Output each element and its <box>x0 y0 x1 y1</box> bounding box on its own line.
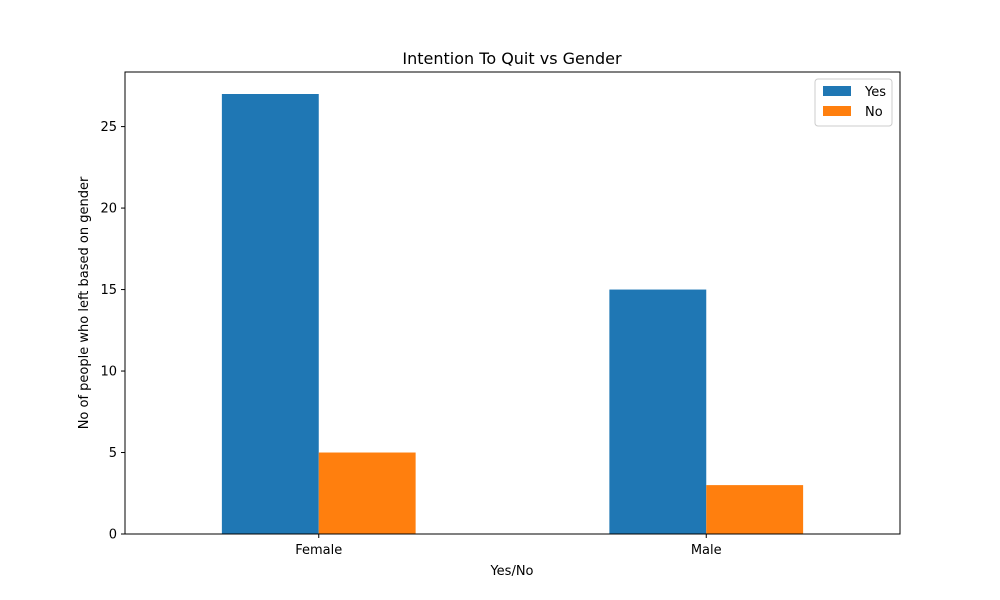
bars-layer <box>221 94 804 534</box>
y-tick-label: 25 <box>100 120 117 135</box>
legend: Yes No <box>814 78 893 127</box>
y-tick-label: 20 <box>100 202 117 217</box>
x-tick-label: Female <box>295 543 342 558</box>
bar-yes-female <box>221 94 319 534</box>
y-tick-label: 15 <box>100 283 117 298</box>
legend-label-yes: Yes <box>864 85 886 100</box>
bar-no-male <box>706 485 804 534</box>
y-tick-label: 5 <box>109 446 117 461</box>
legend-label-no: No <box>865 105 883 120</box>
y-tick-label: 0 <box>109 528 117 543</box>
y-axis-label: No of people who left based on gender <box>77 176 92 429</box>
bar-no-female <box>318 452 416 534</box>
x-tick-label: Male <box>691 543 722 558</box>
axes-layer: 0 5 10 15 20 25 Female Male <box>100 71 901 558</box>
bar-yes-male <box>609 289 707 534</box>
legend-swatch-yes <box>823 86 851 96</box>
x-axis-label: Yes/No <box>489 564 533 579</box>
plot-frame <box>124 71 901 535</box>
chart-title: Intention To Quit vs Gender <box>402 49 622 68</box>
legend-swatch-no <box>823 106 851 116</box>
y-tick-label: 10 <box>100 365 117 380</box>
